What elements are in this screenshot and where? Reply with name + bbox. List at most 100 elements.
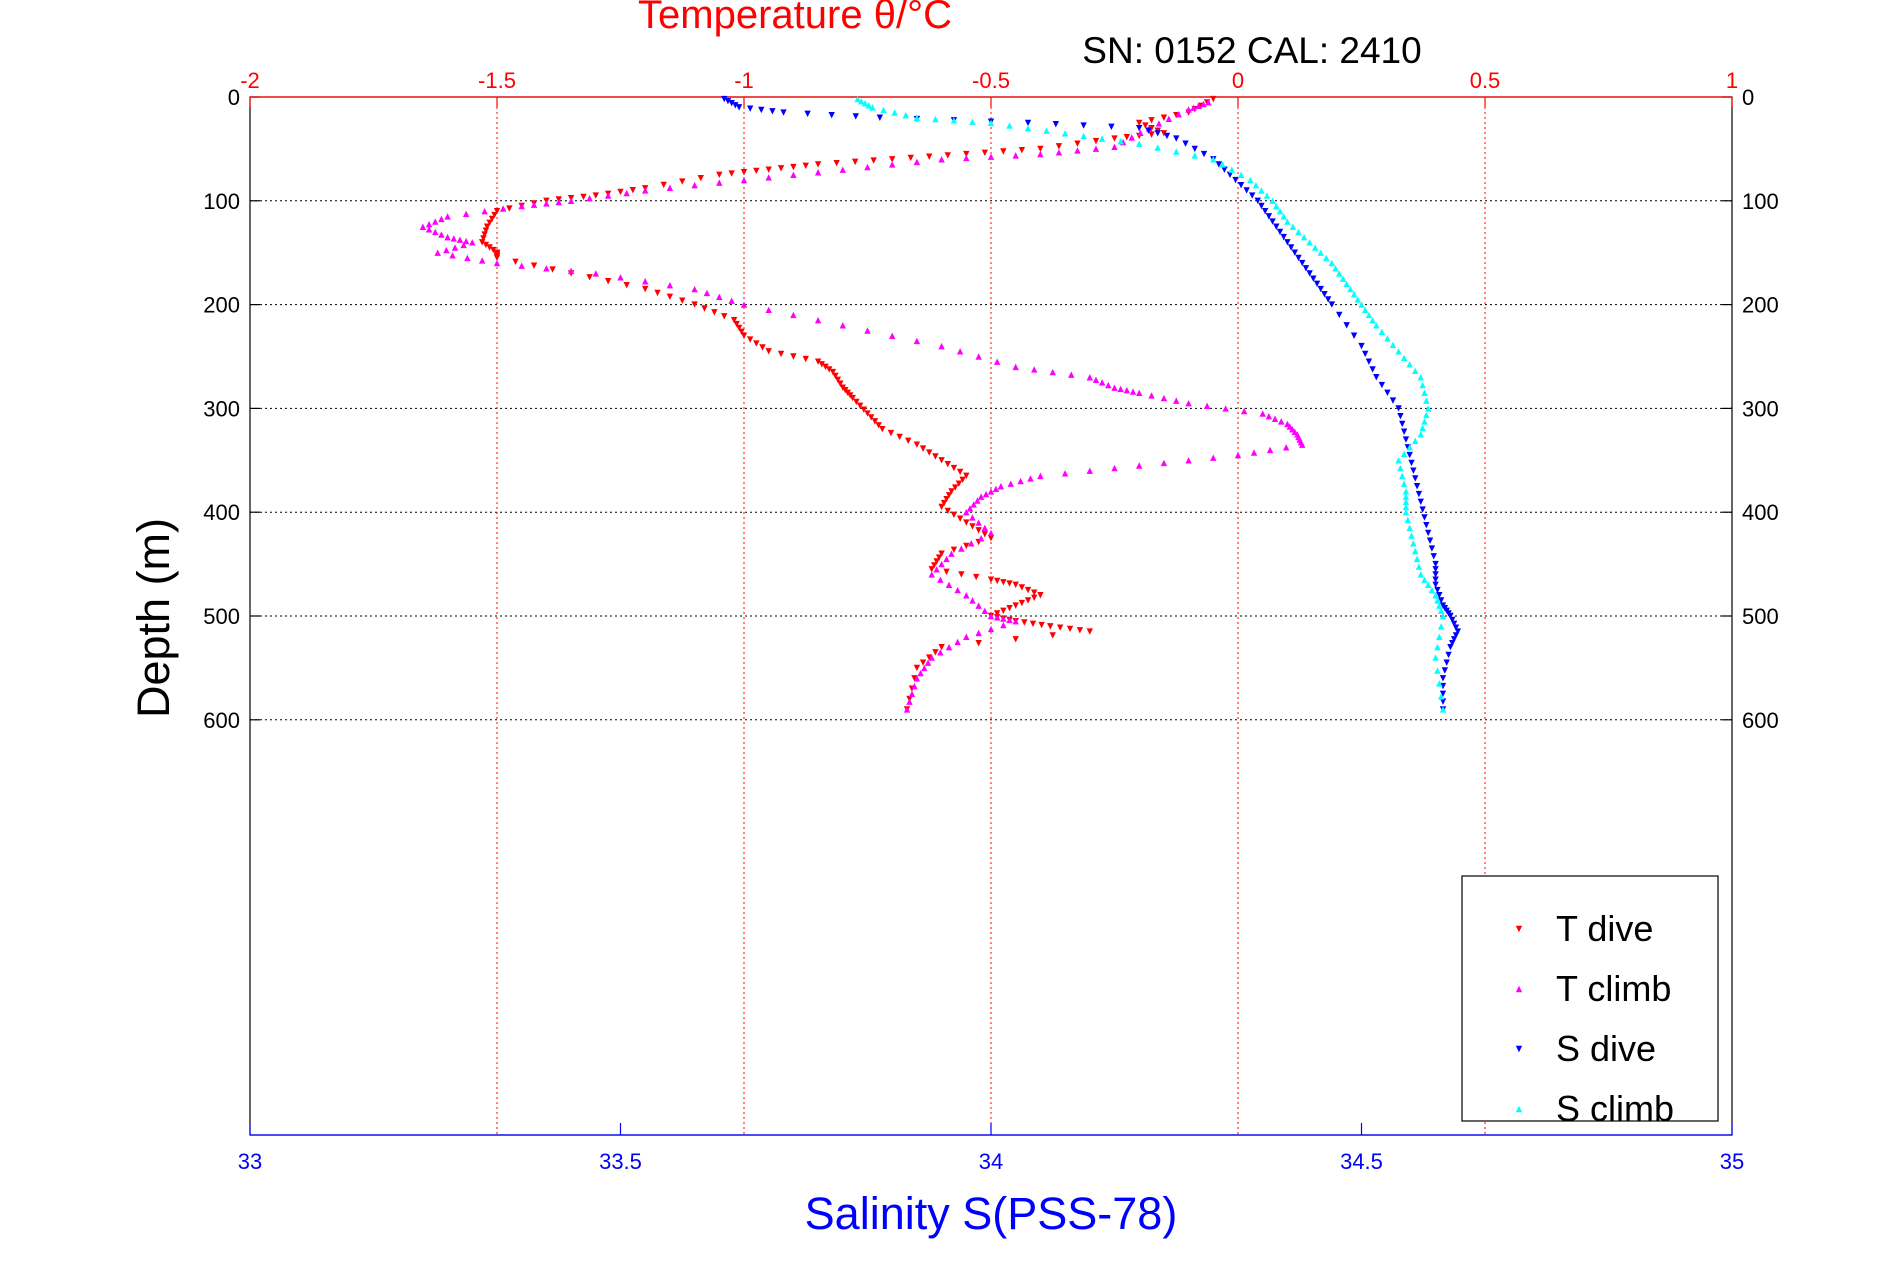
data-point-s-dive xyxy=(1358,342,1365,350)
data-point-t-climb xyxy=(691,285,698,293)
data-point-s-climb xyxy=(1417,571,1424,578)
data-point-s-climb xyxy=(1317,249,1324,256)
data-point-t-climb xyxy=(462,210,470,217)
data-point-s-climb xyxy=(1424,405,1432,412)
data-point-t-climb xyxy=(425,226,433,233)
data-point-s-dive xyxy=(1449,616,1456,624)
data-point-t-dive xyxy=(907,154,914,162)
salinity-tick-label: 35 xyxy=(1720,1149,1744,1174)
data-point-s-climb xyxy=(950,117,958,124)
data-point-t-dive xyxy=(1031,589,1038,596)
data-point-t-dive xyxy=(919,445,927,452)
data-point-s-dive xyxy=(1321,291,1328,298)
data-point-t-dive xyxy=(951,484,959,491)
data-point-s-dive xyxy=(724,97,732,105)
data-point-t-dive xyxy=(1000,607,1007,615)
data-point-s-dive xyxy=(1154,130,1161,137)
data-point-t-dive xyxy=(735,324,743,332)
data-point-t-climb xyxy=(1137,129,1144,137)
data-point-s-dive xyxy=(1191,145,1198,153)
data-point-s-dive xyxy=(1173,135,1180,142)
data-point-t-dive xyxy=(849,394,856,402)
data-point-t-dive xyxy=(746,336,754,343)
data-point-s-dive xyxy=(1280,233,1287,241)
legend-marker-s-climb xyxy=(1515,1105,1523,1113)
data-point-s-climb xyxy=(1191,152,1198,159)
data-point-s-climb xyxy=(1415,563,1423,570)
data-point-s-dive xyxy=(1343,322,1350,329)
chart-subtitle: SN: 0152 CAL: 2410 xyxy=(1082,30,1421,71)
data-point-s-dive xyxy=(1362,350,1369,358)
data-point-s-climb xyxy=(1273,202,1280,210)
data-point-t-climb xyxy=(1111,384,1118,391)
data-point-t-climb xyxy=(969,597,976,604)
data-point-t-climb xyxy=(1185,457,1192,464)
data-point-s-climb xyxy=(1347,285,1354,293)
data-point-t-climb xyxy=(814,169,822,176)
data-point-s-dive xyxy=(1145,127,1152,134)
data-point-s-dive xyxy=(1408,459,1415,467)
data-point-s-dive xyxy=(804,110,811,118)
data-point-t-climb xyxy=(958,545,965,552)
data-point-s-climb xyxy=(1378,328,1386,336)
data-point-t-climb xyxy=(993,358,1001,365)
data-point-t-dive xyxy=(1111,135,1118,142)
data-point-s-dive xyxy=(1317,285,1324,293)
data-point-t-climb xyxy=(839,322,846,329)
data-point-t-dive xyxy=(486,219,493,227)
data-point-t-climb xyxy=(943,555,950,563)
data-point-s-dive xyxy=(1432,576,1439,583)
data-point-s-climb xyxy=(1098,135,1106,142)
data-point-t-climb xyxy=(1210,454,1217,461)
data-point-t-dive xyxy=(913,664,921,672)
data-point-t-climb xyxy=(1111,143,1118,151)
data-point-s-dive xyxy=(1443,659,1450,666)
data-point-s-climb xyxy=(1061,130,1069,137)
data-point-t-climb xyxy=(908,690,916,698)
data-point-s-climb xyxy=(1402,503,1410,511)
data-point-t-dive xyxy=(945,492,953,499)
data-point-t-climb xyxy=(948,550,955,557)
series-t-climb xyxy=(419,98,1306,713)
data-point-t-dive xyxy=(486,244,493,251)
data-point-t-dive xyxy=(958,571,965,578)
data-point-t-climb xyxy=(586,195,593,202)
data-point-s-climb xyxy=(1306,239,1313,246)
data-point-t-dive xyxy=(733,320,740,328)
data-point-t-climb xyxy=(1160,459,1168,467)
data-point-s-climb xyxy=(1417,431,1424,438)
data-point-t-dive xyxy=(1037,592,1044,599)
data-point-t-climb xyxy=(1173,397,1180,404)
data-point-t-dive xyxy=(1076,627,1084,634)
data-point-t-dive xyxy=(488,215,496,223)
data-point-t-dive xyxy=(1056,624,1064,631)
data-point-t-dive xyxy=(580,193,587,201)
data-point-s-climb xyxy=(1400,354,1408,361)
y-tick-label-left: 300 xyxy=(203,396,240,421)
data-point-s-dive xyxy=(828,111,835,119)
data-point-s-climb xyxy=(1395,457,1402,464)
data-point-s-climb xyxy=(1424,581,1432,589)
data-point-t-dive xyxy=(896,433,903,441)
data-point-t-dive xyxy=(993,610,1001,617)
data-point-t-climb xyxy=(945,643,953,651)
data-point-t-dive xyxy=(1024,586,1032,594)
data-point-t-climb xyxy=(1203,402,1211,410)
data-point-s-climb xyxy=(1434,667,1441,674)
data-point-t-dive xyxy=(1018,599,1026,607)
data-point-t-climb xyxy=(478,257,486,264)
data-point-t-dive xyxy=(963,519,970,526)
data-point-s-dive xyxy=(1249,192,1256,199)
data-point-s-climb xyxy=(1417,374,1424,381)
data-point-t-climb xyxy=(977,534,985,542)
data-point-t-dive xyxy=(950,546,958,554)
data-point-t-climb xyxy=(864,163,871,171)
salinity-tick-label: 33 xyxy=(238,1149,262,1174)
data-point-t-climb xyxy=(728,297,735,304)
data-point-t-climb xyxy=(1012,617,1019,625)
data-point-t-climb xyxy=(1185,106,1192,113)
legend-marker-t-climb xyxy=(1515,985,1523,993)
data-point-s-dive xyxy=(1450,636,1458,643)
data-point-t-dive xyxy=(679,297,686,304)
data-point-s-climb xyxy=(1024,124,1032,132)
